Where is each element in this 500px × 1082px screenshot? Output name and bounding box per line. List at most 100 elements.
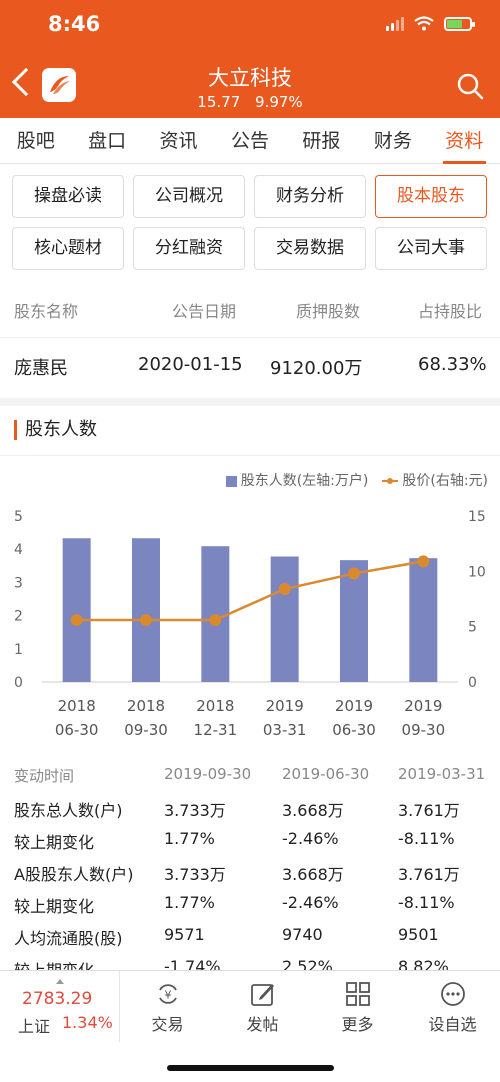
- row-label: 股东总人数(户): [14, 801, 123, 820]
- table-row: 股东总人数(户) 3.733万 3.668万 3.761万: [0, 792, 500, 824]
- tab-announcement[interactable]: 公告: [230, 130, 269, 152]
- header-cell: 2019-03-31: [398, 765, 486, 783]
- x-tick-date: 03-31: [263, 721, 307, 739]
- x-tick-year: 2019: [404, 697, 442, 715]
- yuan-refresh-icon: ¥: [158, 984, 177, 1004]
- expand-icon: [56, 979, 64, 984]
- post-button[interactable]: 发帖: [215, 971, 310, 1042]
- divider: [0, 455, 500, 456]
- value-cell: 9740: [282, 925, 323, 944]
- row-label: 较上期变化: [14, 957, 94, 970]
- x-tick-date: 09-30: [402, 721, 446, 739]
- value-cell: 1.77%: [164, 893, 215, 912]
- pledge-row[interactable]: 庞惠民 2020-01-15 9120.00万 68.33%: [0, 354, 500, 380]
- value-cell: 3.668万: [282, 865, 344, 884]
- sub-nav-must-read[interactable]: 操盘必读: [12, 175, 124, 218]
- stock-quote: 15.77 9.97%: [0, 93, 500, 111]
- battery-icon: [444, 16, 475, 31]
- app-header: 8:46 大立科技 15.77 9.97%: [0, 0, 500, 118]
- main-tabs: 股吧 盘口 资讯 公告 研报 财务 资料: [0, 118, 500, 164]
- price-point: [348, 567, 360, 580]
- value-cell: -8.11%: [398, 893, 455, 912]
- more-dots-icon: [440, 982, 465, 1006]
- more-label: 更多: [341, 1015, 374, 1034]
- trade-label: 交易: [151, 1015, 184, 1034]
- value-cell: 8.82%: [398, 957, 449, 970]
- x-tick-date: 06-30: [332, 721, 376, 739]
- sub-nav-company-events[interactable]: 公司大事: [375, 227, 487, 270]
- value-cell: 3.733万: [164, 865, 226, 884]
- chart-legend: 股东人数(左轴:万户) 股价(右轴:元): [225, 470, 488, 490]
- home-indicator[interactable]: [167, 1065, 334, 1071]
- tab-guba[interactable]: 股吧: [16, 130, 55, 152]
- x-tick-year: 2018: [58, 697, 96, 715]
- left-tick-label: 4: [14, 542, 23, 558]
- wifi-icon: [414, 16, 434, 31]
- value-cell: 9571: [164, 925, 205, 944]
- sub-nav-dividends[interactable]: 分红融资: [133, 227, 245, 270]
- x-tick-date: 09-30: [124, 721, 168, 739]
- value-cell: 2.52%: [282, 957, 333, 970]
- x-tick-year: 2018: [196, 697, 234, 715]
- grid-icon: [345, 982, 370, 1006]
- tab-profile[interactable]: 资料: [429, 118, 500, 164]
- tab-research[interactable]: 研报: [302, 130, 341, 152]
- trade-button[interactable]: ¥ 交易: [120, 971, 215, 1042]
- index-ticker[interactable]: 2783.29 上证 1.34%: [0, 971, 120, 1042]
- tab-finance[interactable]: 财务: [373, 130, 412, 152]
- x-tick-date: 06-30: [55, 721, 99, 739]
- index-name: 上证: [18, 1017, 51, 1036]
- status-time: 8:46: [48, 12, 101, 36]
- tab-news[interactable]: 资讯: [159, 130, 198, 152]
- left-tick-label: 2: [14, 609, 23, 625]
- table-row: 人均流通股(股) 9571 9740 9501: [0, 920, 500, 952]
- table-row: A股股东人数(户) 3.733万 3.668万 3.761万: [0, 856, 500, 888]
- stock-name: 大立科技: [208, 66, 292, 90]
- pledge-col-name: 股东名称: [14, 302, 79, 321]
- right-tick-label: 15: [468, 509, 486, 525]
- pledge-shares: 9120.00万: [270, 358, 363, 379]
- stock-price: 15.77: [197, 93, 241, 111]
- pledge-holder: 庞惠民: [14, 358, 68, 379]
- section-title: 股东人数: [14, 420, 97, 440]
- value-cell: -1.74%: [164, 957, 221, 970]
- add-watchlist-button[interactable]: 设自选: [405, 971, 500, 1042]
- x-tick-year: 2019: [335, 697, 373, 715]
- tab-pankou[interactable]: 盘口: [88, 130, 127, 152]
- sub-nav-financial-analysis[interactable]: 财务分析: [254, 175, 366, 218]
- shareholder-chart: 0 1 2 3 4 5 0 5 10 15 2018 06-30 2018 09-30 2018 12-31 2…: [14, 509, 486, 739]
- value-cell: 3.761万: [398, 865, 460, 884]
- section-gap: [0, 398, 500, 406]
- right-tick-label: 5: [468, 620, 477, 636]
- more-button[interactable]: 更多: [310, 971, 405, 1042]
- header-cell: 2019-06-30: [282, 765, 370, 783]
- price-point: [417, 555, 430, 568]
- sub-nav-shareholders[interactable]: 股本股东: [375, 175, 487, 218]
- value-cell: 3.761万: [398, 801, 460, 820]
- svg-text:¥: ¥: [164, 989, 171, 1002]
- pledge-col-date: 公告日期: [172, 302, 237, 321]
- right-tick-label: 0: [468, 675, 477, 691]
- row-label: 人均流通股(股): [14, 929, 123, 948]
- sub-nav: 操盘必读 公司概况 财务分析 股本股东 核心题材 分红融资 交易数据 公司大事: [12, 175, 490, 270]
- bar-holders: [270, 556, 299, 682]
- sub-nav-trade-data[interactable]: 交易数据: [254, 227, 366, 270]
- left-tick-label: 3: [14, 575, 23, 591]
- value-cell: -2.46%: [282, 829, 339, 848]
- row-label: 较上期变化: [14, 897, 95, 916]
- search-icon[interactable]: [456, 72, 484, 100]
- left-tick-label: 1: [14, 642, 23, 658]
- table-row: 较上期变化 1.77% -2.46% -8.11%: [0, 888, 500, 920]
- sub-nav-company-overview[interactable]: 公司概况: [133, 175, 245, 218]
- x-tick-year: 2019: [266, 697, 304, 715]
- left-tick-label: 5: [14, 509, 23, 525]
- value-cell: -2.46%: [282, 893, 339, 912]
- value-cell: 3.668万: [282, 801, 344, 820]
- index-change: 1.34%: [62, 1013, 113, 1032]
- divider: [0, 337, 500, 338]
- row-label: A股股东人数(户): [14, 865, 134, 884]
- sub-nav-core-themes[interactable]: 核心题材: [12, 227, 124, 270]
- price-point: [209, 614, 222, 627]
- price-point: [278, 583, 291, 596]
- pledge-col-ratio: 占持股比: [418, 302, 483, 321]
